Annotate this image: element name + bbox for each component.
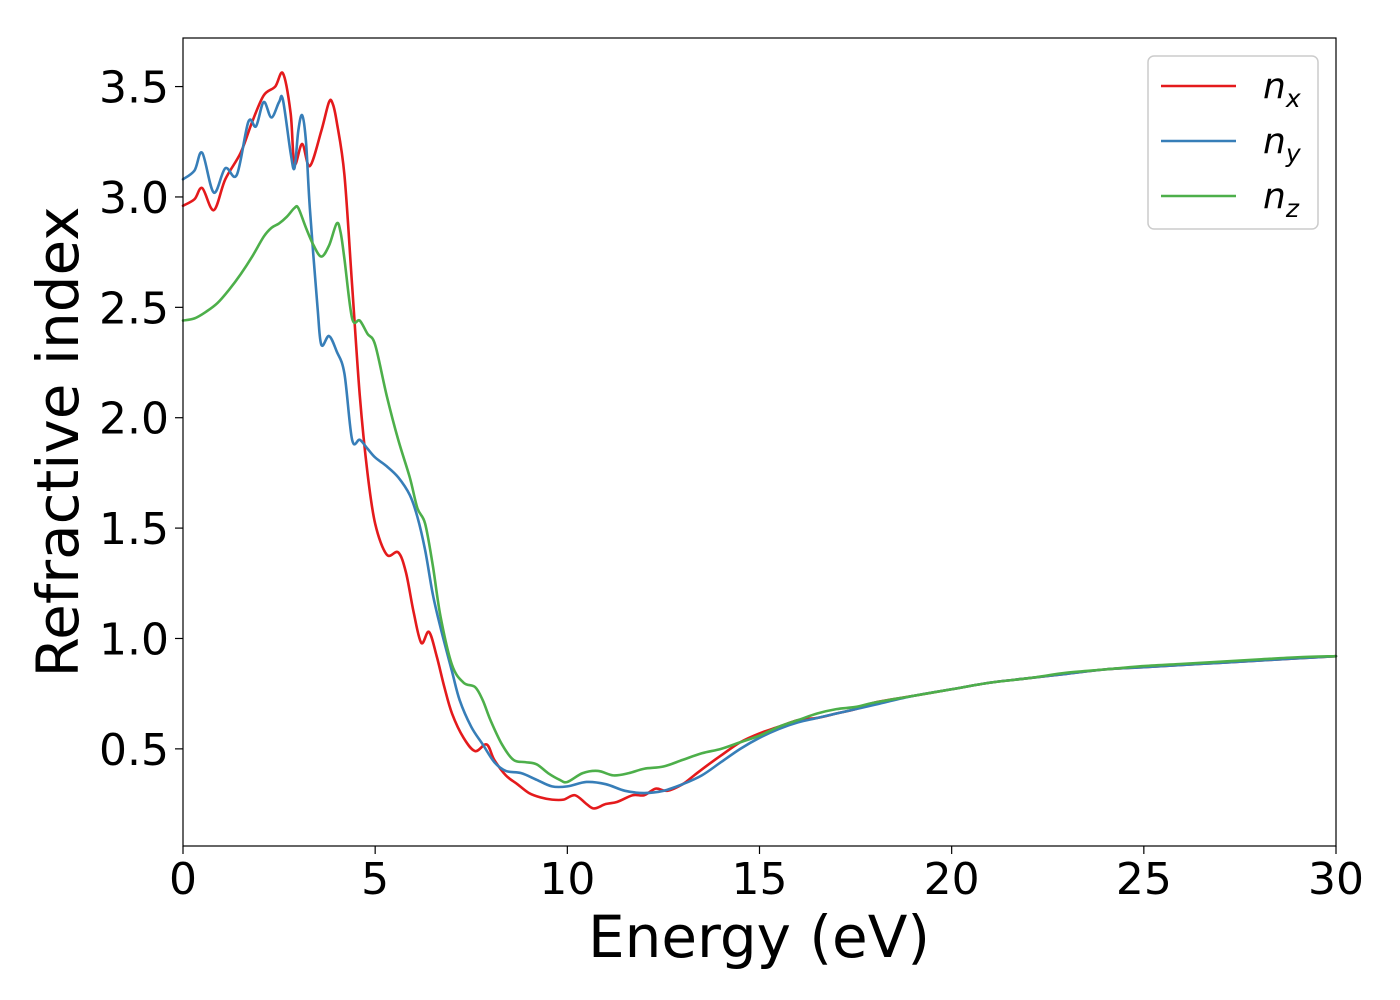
x-axis-label: Energy (eV): [588, 903, 930, 971]
x-axis: 0 5 10 15 20 25 30: [169, 846, 1364, 905]
series-line-z: [181, 204, 1338, 784]
legend-label-y: ny: [1263, 121, 1302, 168]
y-tick-label: 3.0: [99, 173, 169, 224]
x-tick-label: 15: [732, 854, 788, 905]
y-axis: 0.5 1.0 1.5 2.0 2.5 3.0 3.5: [99, 63, 183, 776]
x-tick-label: 25: [1116, 854, 1172, 905]
y-tick-label: 2.5: [99, 283, 169, 334]
x-tick-label: 5: [361, 854, 389, 905]
x-tick-label: 20: [924, 854, 980, 905]
legend-label-subscript: z: [1285, 194, 1300, 223]
legend-box: [1147, 55, 1319, 230]
y-tick-label: 3.5: [99, 63, 169, 114]
legend-label-base: n: [1263, 121, 1286, 162]
x-tick-label: 10: [539, 854, 595, 905]
x-tick-label: 0: [169, 854, 197, 905]
y-axis-label: Refractive index: [24, 206, 92, 677]
legend-label-x: nx: [1263, 66, 1301, 113]
y-tick-label: 0.5: [99, 725, 169, 776]
y-tick-label: 2.0: [99, 394, 169, 445]
legend-label-base: n: [1263, 66, 1286, 107]
y-tick-label: 1.5: [99, 504, 169, 555]
legend-label-base: n: [1263, 176, 1286, 217]
legend-label-z: nz: [1263, 176, 1300, 223]
series-layer: [181, 71, 1338, 810]
x-tick-label: 30: [1308, 854, 1364, 905]
legend-label-subscript: x: [1285, 84, 1301, 113]
legend-label-subscript: y: [1285, 139, 1302, 168]
y-tick-label: 1.0: [99, 614, 169, 665]
series-line-y: [181, 94, 1338, 795]
